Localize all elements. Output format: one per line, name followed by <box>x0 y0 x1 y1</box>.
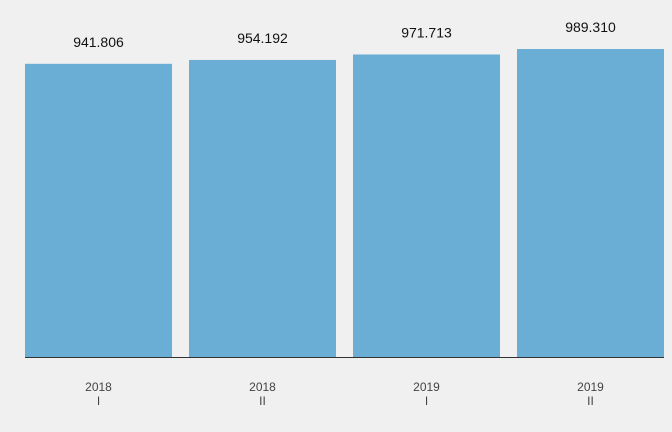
value-label-2: 954.192 <box>237 30 288 46</box>
x-tick-period-2: II <box>259 394 266 408</box>
x-tick-period-3: I <box>425 394 428 408</box>
x-tick-period-1: I <box>97 394 100 408</box>
value-label-1: 941.806 <box>73 34 124 50</box>
x-tick-year-3: 2019 <box>413 380 440 394</box>
x-tick-period-4: II <box>587 394 594 408</box>
bar-4 <box>517 49 664 358</box>
value-label-3: 971.713 <box>401 24 452 40</box>
value-labels-group: 941.806 954.192 971.713 989.310 <box>73 19 616 50</box>
bar-3 <box>353 54 500 358</box>
x-tick-year-4: 2019 <box>577 380 604 394</box>
bars-group <box>25 49 664 358</box>
bar-2 <box>189 59 336 358</box>
bar-1 <box>25 63 172 358</box>
value-label-4: 989.310 <box>565 19 616 35</box>
x-tick-year-1: 2018 <box>85 380 112 394</box>
x-tick-year-2: 2018 <box>249 380 276 394</box>
